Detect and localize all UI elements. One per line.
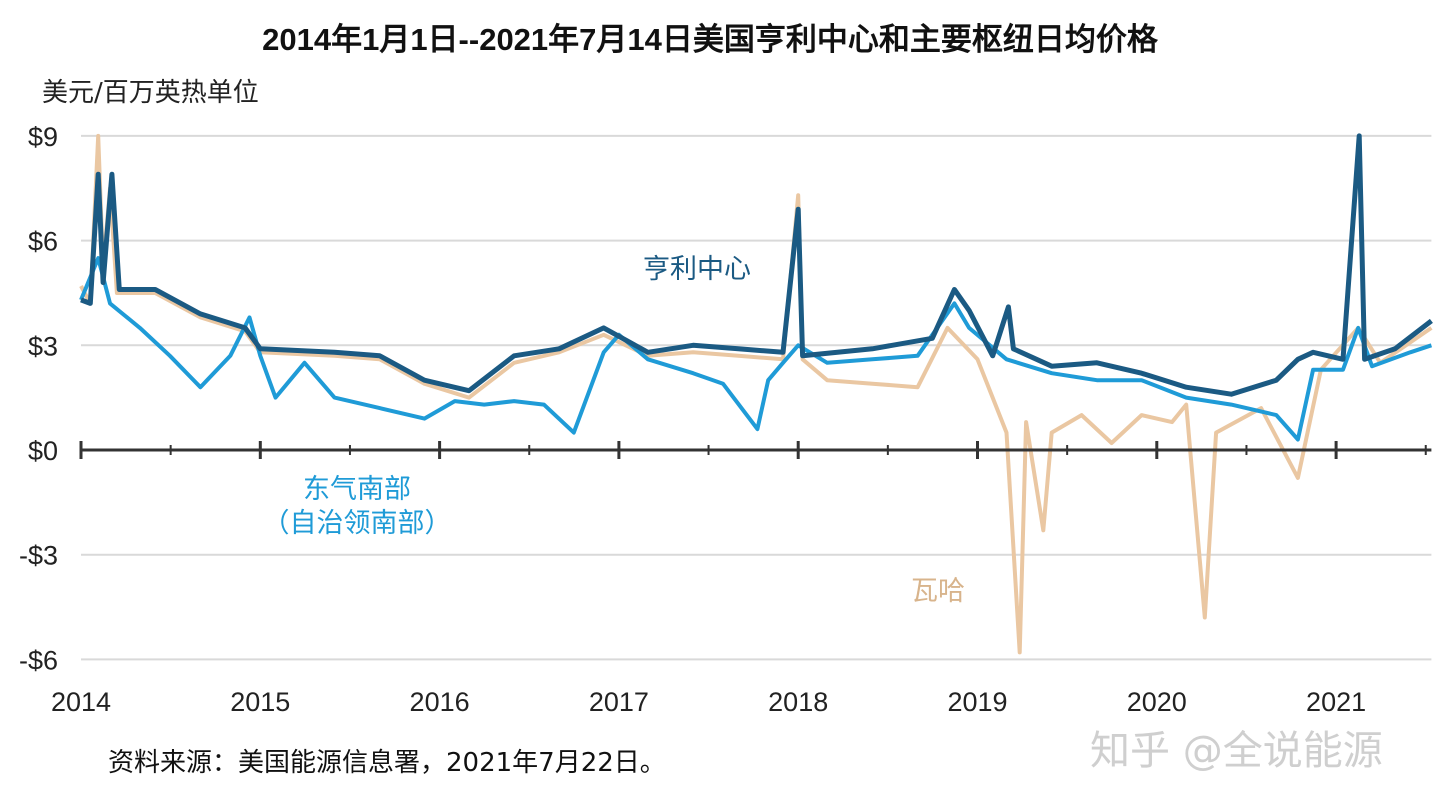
x-tick-label: 2021 — [1306, 687, 1366, 717]
series-annotation: 亨利中心 — [643, 254, 751, 285]
x-tick-label: 2016 — [410, 687, 470, 717]
series-annotation: （自治领南部） — [263, 508, 452, 539]
y-tick-label: $6 — [28, 227, 58, 257]
y-tick-label: -$3 — [19, 541, 58, 571]
series-line-waha — [79, 133, 1433, 655]
x-tick-label: 2014 — [51, 687, 111, 717]
y-tick-label: -$6 — [19, 645, 58, 675]
x-tick-label: 2015 — [230, 687, 290, 717]
x-tick-label: 2017 — [589, 687, 649, 717]
series-annotation: 东气南部 — [303, 474, 411, 505]
x-tick-label: 2020 — [1127, 687, 1187, 717]
source-note: 资料来源：美国能源信息署，2021年7月22日。 — [108, 748, 666, 778]
watermark: 知乎 @全说能源 — [1090, 728, 1383, 774]
y-tick-label: $0 — [28, 436, 58, 466]
x-tick-label: 2019 — [947, 687, 1007, 717]
series-line-henry-hub — [80, 133, 1433, 397]
y-tick-label: $9 — [28, 122, 58, 152]
series-annotation: 瓦哈 — [911, 576, 965, 607]
x-tick-label: 2018 — [768, 687, 828, 717]
y-tick-label: $3 — [28, 331, 58, 361]
y-axis-unit-label: 美元/百万英热单位 — [42, 78, 259, 108]
chart-title: 2014年1月1日--2021年7月14日美国亨利中心和主要枢纽日均价格 — [262, 22, 1158, 57]
